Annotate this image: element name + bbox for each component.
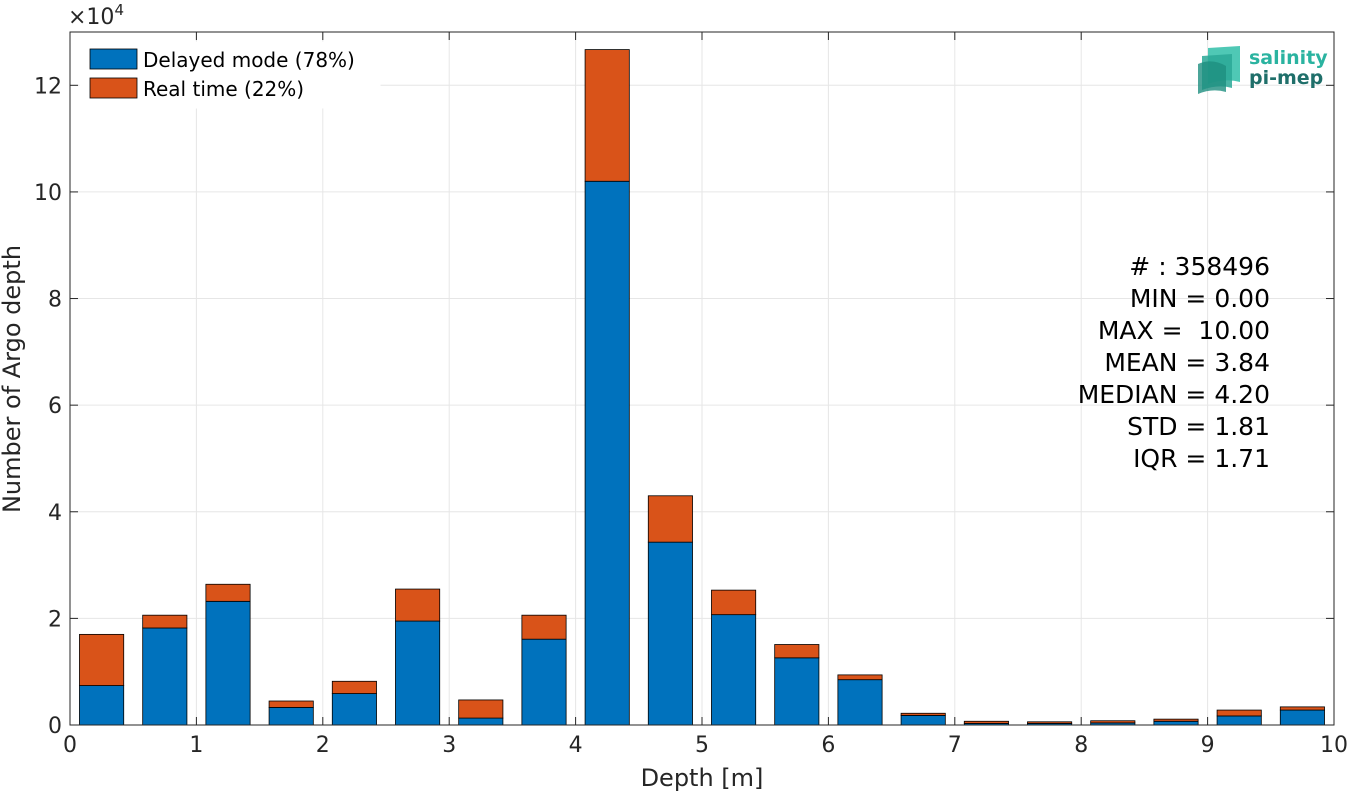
bar-real-time: [79, 633, 125, 686]
bar-real-time: [963, 720, 1009, 724]
legend-swatch-realtime: [89, 77, 138, 99]
x-tick-label: 9: [1201, 733, 1215, 758]
bar-real-time: [395, 588, 441, 622]
y-tick-label: 12: [34, 74, 62, 99]
bars: [79, 49, 1325, 726]
x-tick-label: 4: [569, 733, 583, 758]
bar-real-time: [1027, 721, 1073, 724]
bar-delayed-mode: [331, 693, 377, 726]
bar-real-time: [521, 614, 567, 640]
waves-icon: [1198, 46, 1240, 94]
bar-real-time: [900, 712, 946, 716]
bar-delayed-mode: [1279, 709, 1325, 726]
legend-swatch-delayed: [89, 48, 138, 70]
x-tick-label: 5: [695, 733, 709, 758]
bar-real-time: [1153, 718, 1199, 722]
legend-label-delayed: Delayed mode (78%): [143, 48, 355, 72]
bar-delayed-mode: [521, 638, 567, 726]
logo-line-pimep: pi-mep: [1249, 67, 1323, 89]
bar-real-time: [647, 495, 693, 543]
x-tick-label: 2: [316, 733, 330, 758]
legend: Delayed mode (78%) Real time (22%): [79, 41, 381, 109]
bar-real-time: [1279, 706, 1325, 711]
x-tick-label: 6: [821, 733, 835, 758]
stat-max: MAX = 10.00: [1098, 316, 1270, 345]
bar-delayed-mode: [647, 541, 693, 726]
stat-median: MEDIAN = 4.20: [1078, 380, 1270, 409]
y-axis-label: Number of Argo depth: [0, 245, 26, 513]
bar-real-time: [711, 589, 757, 616]
bar-delayed-mode: [395, 620, 441, 726]
bar-real-time: [331, 680, 377, 694]
x-tick-label: 3: [442, 733, 456, 758]
bar-delayed-mode: [205, 600, 251, 726]
bar-delayed-mode: [584, 180, 630, 726]
y-tick-label: 10: [34, 181, 62, 206]
bar-real-time: [837, 674, 883, 681]
y-tick-label: 6: [48, 394, 62, 419]
bar-real-time: [774, 644, 820, 659]
stat-std: STD = 1.81: [1127, 412, 1270, 441]
stat-mean: MEAN = 3.84: [1104, 348, 1270, 377]
bar-delayed-mode: [774, 657, 820, 726]
bar-delayed-mode: [458, 717, 504, 726]
x-tick-label: 7: [948, 733, 962, 758]
bar-delayed-mode: [837, 679, 883, 726]
x-tick-label: 10: [1320, 733, 1348, 758]
x-tick-label: 8: [1074, 733, 1088, 758]
stat-count: # : 358496: [1129, 252, 1270, 281]
bar-delayed-mode: [79, 685, 125, 726]
y-tick-label: 0: [48, 714, 62, 739]
stat-min: MIN = 0.00: [1130, 284, 1270, 313]
legend-label-realtime: Real time (22%): [143, 77, 304, 101]
y-tick-label: 2: [48, 607, 62, 632]
bar-delayed-mode: [900, 715, 946, 726]
bar-real-time: [142, 614, 188, 629]
y-tick-label: 4: [48, 501, 62, 526]
grid-lines: [69, 32, 1335, 726]
bar-delayed-mode: [142, 627, 188, 726]
y-axis-exponent: ×104: [68, 1, 124, 30]
bar-delayed-mode: [1216, 715, 1262, 726]
bar-real-time: [458, 699, 504, 719]
x-tick-label: 0: [63, 733, 77, 758]
bar-delayed-mode: [268, 707, 314, 726]
logo-line-salinity: salinity: [1249, 47, 1328, 69]
bar-real-time: [1216, 709, 1262, 717]
bar-real-time: [1090, 720, 1136, 724]
bar-delayed-mode: [1153, 720, 1199, 726]
bar-real-time: [205, 583, 251, 602]
salinity-pi-mep-logo: salinity pi-mep: [1198, 46, 1328, 94]
bar-real-time: [268, 700, 314, 708]
bar-delayed-mode: [711, 614, 757, 726]
y-tick-label: 8: [48, 288, 62, 313]
x-tick-label: 1: [189, 733, 203, 758]
bar-real-time: [584, 49, 630, 182]
x-axis-label: Depth [m]: [641, 764, 764, 792]
stat-iqr: IQR = 1.71: [1133, 444, 1270, 473]
statistics-block: # : 358496 MIN = 0.00 MAX = 10.00 MEAN =…: [1078, 252, 1270, 473]
